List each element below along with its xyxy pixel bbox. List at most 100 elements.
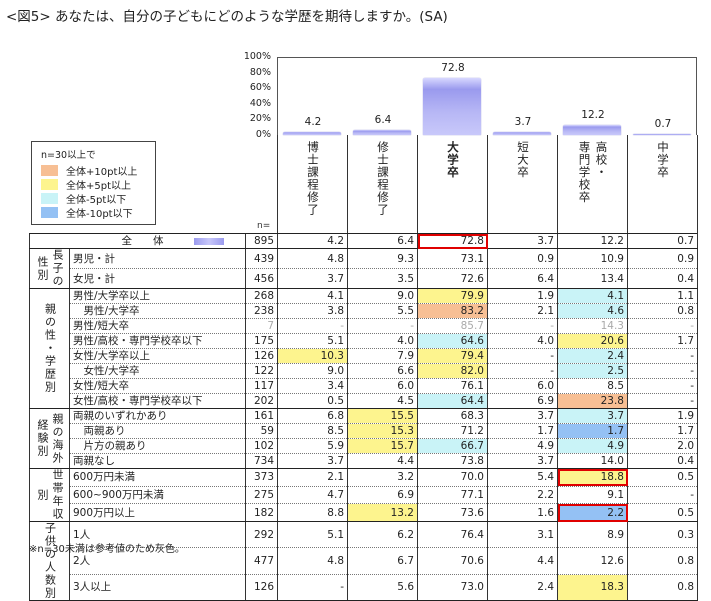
value-cell: 0.8 [627,303,698,319]
row-label: 男性/短大卒 [69,318,246,334]
value-cell: 0.4 [627,453,698,469]
value-cell: 85.7 [417,318,488,334]
value-cell: - [487,348,558,364]
value-cell: 2.2 [487,486,558,505]
value-cell: 0.9 [627,248,698,269]
value-cell: 79.4 [417,348,488,364]
value-cell: 10.3 [277,348,348,364]
row-label: 900万円以上 [69,503,246,522]
bar-label: 3.7 [514,116,532,129]
value-cell: 7.9 [347,348,418,364]
value-cell: 3.7 [487,453,558,469]
n-cell: 439 [245,248,278,269]
group-label: 子供の人数別 [29,521,70,601]
table-row: 男性/短大卒 7- -85.7-14.3- [30,318,698,334]
value-cell: - [487,318,558,334]
table-row-total: 全 体 895 4.2 6.4 72.8 3.7 12.2 0.7 [29,233,698,249]
ytick: 0% [255,129,271,140]
n-label: n= [257,221,271,231]
table-row: 女性/短大卒 117 3.4 6.0 76.1 6.0 8.5- [30,378,698,394]
value-cell: 14.0 [557,453,628,469]
ytick: 20% [249,113,271,124]
row-label: 男性/大学卒以上 [69,288,246,304]
n-cell: 456 [245,268,278,289]
column-header-label: 短大卒 [516,141,530,179]
table-row: 世帯年収別 600万円未満 373 2.1 3.2 70.0 5.4 18.8 0.5 [29,468,698,522]
bar-chart: 4.2 6.4 72.8 3.7 12.2 0.7 [277,57,697,135]
total-label-text: 全 体 [121,235,164,247]
value-cell: 4.9 [557,438,628,454]
value-cell: 0.7 [627,233,698,249]
value-cell: 73.6 [417,503,488,522]
n-cell: 238 [245,303,278,319]
value-cell: 2.1 [487,303,558,319]
n-cell: 7 [245,318,278,334]
value-cell: 6.6 [347,363,418,379]
n-cell: 275 [245,486,278,505]
value-cell: 4.8 [277,248,348,269]
legend-label: 全体-5pt以下 [66,195,127,206]
value-cell: - [627,486,698,505]
table-row: 600~900万円未満 275 4.7 6.9 77.1 2.2 9.1- [30,486,698,505]
value-cell: 2.0 [627,438,698,454]
value-cell: 10.9 [557,248,628,269]
value-cell: 4.1 [277,288,348,304]
value-cell: 4.1 [557,288,628,304]
value-cell: 6.0 [347,378,418,394]
value-cell: - [277,318,348,334]
legend: n=30以上で 全体+10pt以上 全体+5pt以上 全体-5pt以下 全体-1… [31,141,156,225]
value-cell: 9.0 [347,288,418,304]
value-cell: 4.6 [557,303,628,319]
value-cell: 1.9 [487,288,558,304]
value-cell: - [347,318,418,334]
group-label-text: 子供の人数別 [43,522,57,600]
value-cell: 4.9 [487,438,558,454]
value-cell: 4.0 [487,333,558,349]
legend-swatch-light-blue [41,193,58,204]
bar-label: 72.8 [441,62,465,75]
value-cell: 72.6 [417,268,488,289]
value-cell: 13.2 [347,503,418,522]
bar [423,78,481,135]
crosstab-table: 全 体 895 4.2 6.4 72.8 3.7 12.2 0.7 長子の 性別 男児・計 439 4.… [29,233,698,601]
value-cell: 6.7 [347,547,418,575]
row-label: 女児・計 [69,268,246,289]
value-cell: 6.0 [487,378,558,394]
n-cell: 292 [245,521,278,549]
value-cell: 68.3 [417,408,488,424]
n-cell: 182 [245,503,278,522]
n-cell: 102 [245,438,278,454]
bar-label: 0.7 [654,117,672,130]
ytick: 40% [249,98,271,109]
row-label: 女性/大学卒以上 [69,348,246,364]
value-cell: 5.9 [277,438,348,454]
value-cell: 77.1 [417,486,488,505]
value-cell: 9.0 [277,363,348,379]
row-label: 男性/高校・専門学校卒以下 [69,333,246,349]
value-cell: 5.5 [347,303,418,319]
n-cell: 126 [245,348,278,364]
row-label: 600万円未満 [69,468,246,487]
row-label: 男性/大学卒 [69,303,246,319]
value-cell: 73.1 [417,248,488,269]
value-cell: 1.1 [627,288,698,304]
value-cell: 15.3 [347,423,418,439]
value-cell: 76.1 [417,378,488,394]
value-cell: 5.1 [277,521,348,549]
column-header: 博士課程修了 [277,135,347,233]
group-label: 長子の 性別 [29,248,70,289]
value-cell: 0.5 [277,393,348,409]
n-cell: 122 [245,363,278,379]
value-cell: 73.8 [417,453,488,469]
table-row: 女児・計 456 3.7 3.5 72.6 6.4 13.4 0.4 [30,268,698,289]
legend-label: 全体-10pt以下 [66,209,133,220]
value-cell: 73.0 [417,574,488,601]
value-cell: - [627,378,698,394]
row-label: 両親のいずれかあり [69,408,246,424]
value-cell: 13.4 [557,268,628,289]
value-cell: 5.4 [487,468,558,487]
row-label: 1人 [69,521,246,549]
value-cell: 83.2 [417,303,488,319]
table-row: 男性/大学卒 238 3.8 5.5 83.2 2.1 4.6 0.8 [30,303,698,319]
value-cell: 2.1 [277,468,348,487]
